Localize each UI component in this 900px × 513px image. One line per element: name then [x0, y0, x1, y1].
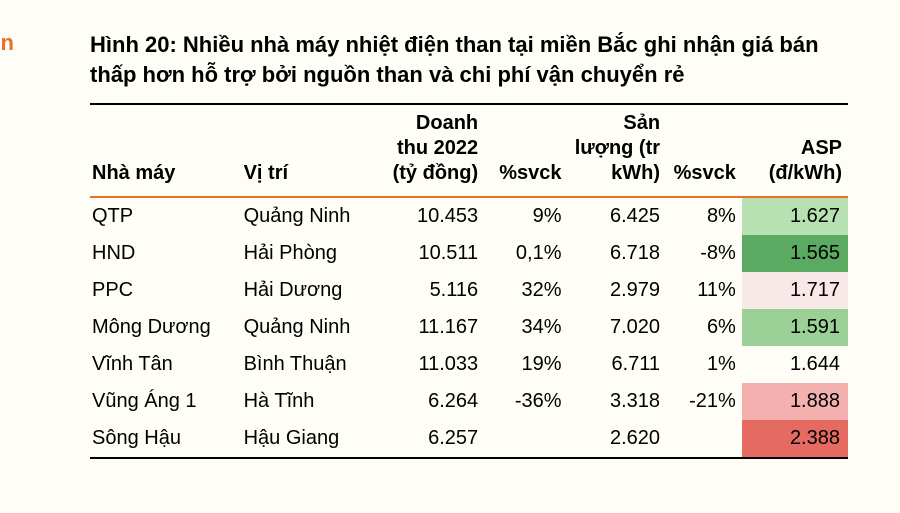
cell-asp: 1.565: [742, 235, 848, 272]
col-asp: ASP (đ/kWh): [742, 104, 848, 197]
cell-svck1: 9%: [484, 197, 567, 235]
cell-asp: 1.888: [742, 383, 848, 420]
cell-svck2: -8%: [666, 235, 742, 272]
cell-revenue: 10.511: [378, 235, 484, 272]
cell-revenue: 11.167: [378, 309, 484, 346]
cell-asp: 1.644: [742, 346, 848, 383]
cell-plant: HND: [90, 235, 242, 272]
col-svck1: %svck: [484, 104, 567, 197]
cell-svck2: [666, 420, 742, 458]
cell-location: Hải Dương: [242, 272, 378, 309]
cell-svck2: -21%: [666, 383, 742, 420]
cell-location: Bình Thuận: [242, 346, 378, 383]
cell-revenue: 10.453: [378, 197, 484, 235]
col-location: Vị trí: [242, 104, 378, 197]
cell-svck2: 8%: [666, 197, 742, 235]
table-row: Mông DươngQuảng Ninh11.16734%7.0206%1.59…: [90, 309, 848, 346]
cell-asp: 2.388: [742, 420, 848, 458]
cell-output: 6.711: [568, 346, 667, 383]
cell-svck2: 11%: [666, 272, 742, 309]
cell-revenue: 11.033: [378, 346, 484, 383]
power-plant-table: Nhà máy Vị trí Doanh thu 2022 (tỷ đồng) …: [90, 103, 848, 459]
cell-location: Hậu Giang: [242, 420, 378, 458]
table-row: QTPQuảng Ninh10.4539%6.4258%1.627: [90, 197, 848, 235]
table-row: Vũng Áng 1Hà Tĩnh6.264-36%3.318-21%1.888: [90, 383, 848, 420]
cell-output: 2.979: [568, 272, 667, 309]
table-body: QTPQuảng Ninh10.4539%6.4258%1.627HNDHải …: [90, 197, 848, 458]
cell-location: Hà Tĩnh: [242, 383, 378, 420]
stray-char: n: [0, 32, 14, 54]
col-revenue: Doanh thu 2022 (tỷ đồng): [378, 104, 484, 197]
cell-output: 6.425: [568, 197, 667, 235]
cell-output: 7.020: [568, 309, 667, 346]
cell-revenue: 6.257: [378, 420, 484, 458]
cell-asp: 1.717: [742, 272, 848, 309]
cell-location: Hải Phòng: [242, 235, 378, 272]
cell-svck1: 19%: [484, 346, 567, 383]
cell-plant: Mông Dương: [90, 309, 242, 346]
cell-svck1: 32%: [484, 272, 567, 309]
cell-svck2: 6%: [666, 309, 742, 346]
cell-location: Quảng Ninh: [242, 197, 378, 235]
cell-output: 3.318: [568, 383, 667, 420]
figure-title: Hình 20: Nhiều nhà máy nhiệt điện than t…: [90, 30, 848, 89]
cell-svck1: [484, 420, 567, 458]
cell-plant: Vũng Áng 1: [90, 383, 242, 420]
cell-output: 2.620: [568, 420, 667, 458]
cell-revenue: 6.264: [378, 383, 484, 420]
cell-revenue: 5.116: [378, 272, 484, 309]
table-row: Vĩnh TânBình Thuận11.03319%6.7111%1.644: [90, 346, 848, 383]
cell-asp: 1.591: [742, 309, 848, 346]
table-header-row: Nhà máy Vị trí Doanh thu 2022 (tỷ đồng) …: [90, 104, 848, 197]
col-svck2: %svck: [666, 104, 742, 197]
cell-svck1: 34%: [484, 309, 567, 346]
cell-location: Quảng Ninh: [242, 309, 378, 346]
cell-svck1: 0,1%: [484, 235, 567, 272]
cell-plant: Vĩnh Tân: [90, 346, 242, 383]
cell-asp: 1.627: [742, 197, 848, 235]
col-output: Sản lượng (tr kWh): [568, 104, 667, 197]
col-plant: Nhà máy: [90, 104, 242, 197]
cell-output: 6.718: [568, 235, 667, 272]
cell-svck2: 1%: [666, 346, 742, 383]
cell-plant: QTP: [90, 197, 242, 235]
table-row: HNDHải Phòng10.5110,1%6.718-8%1.565: [90, 235, 848, 272]
cell-plant: PPC: [90, 272, 242, 309]
cell-plant: Sông Hậu: [90, 420, 242, 458]
table-row: PPCHải Dương5.11632%2.97911%1.717: [90, 272, 848, 309]
cell-svck1: -36%: [484, 383, 567, 420]
table-row: Sông HậuHậu Giang6.257 2.620 2.388: [90, 420, 848, 458]
